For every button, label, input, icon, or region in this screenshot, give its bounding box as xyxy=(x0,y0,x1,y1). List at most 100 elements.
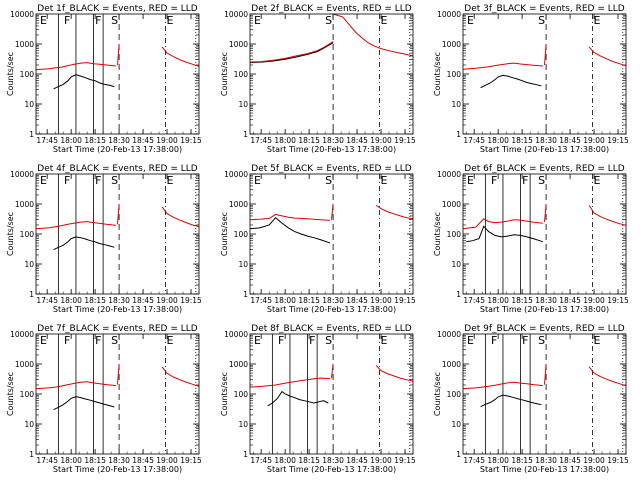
plot-frame xyxy=(249,333,414,455)
saa-start-marker: S xyxy=(325,334,332,347)
y-tick-label: 10000 xyxy=(437,10,461,19)
x-tick-label: 19:15 xyxy=(394,296,416,305)
y-tick-label: 100 xyxy=(234,390,249,399)
flare-marker: F xyxy=(522,174,528,187)
series-events-segment xyxy=(267,390,329,407)
x-tick-label: 19:00 xyxy=(370,296,392,305)
x-tick-label: 17:45 xyxy=(250,136,272,145)
x-tick-label: 18:00 xyxy=(60,296,82,305)
x-tick-label: 18:00 xyxy=(487,136,509,145)
y-tick-label: 1000 xyxy=(442,360,461,369)
x-tick-label: 19:00 xyxy=(370,456,392,465)
panel-det-8f: Det 8f_BLACK = Events, RED = LLD 1 10 100 10… xyxy=(220,324,416,474)
series-lld-segment xyxy=(463,381,543,390)
x-tick-label: 18:00 xyxy=(274,136,296,145)
x-tick-label: 19:00 xyxy=(156,136,178,145)
flare-marker: F xyxy=(64,14,70,27)
x-tick-label: 19:15 xyxy=(607,456,629,465)
x-tick-label: 17:45 xyxy=(250,296,272,305)
panel-title: Det 6f_BLACK = Events, RED = LLD xyxy=(464,164,624,174)
y-tick-label: 1000 xyxy=(15,200,34,209)
flare-marker: F xyxy=(309,334,315,347)
y-tick-label: 1 xyxy=(243,290,248,299)
y-tick-label: 10000 xyxy=(437,170,461,179)
series-lld-segment xyxy=(250,213,330,221)
plot-area xyxy=(36,334,199,454)
y-tick-label: 10000 xyxy=(224,330,248,339)
plot-area xyxy=(463,334,626,454)
y-axis-label: Counts/sec xyxy=(6,52,15,96)
y-tick-label: 10 xyxy=(24,260,34,269)
flare-marker: F xyxy=(491,174,497,187)
x-tick-label: 18:15 xyxy=(298,296,320,305)
y-tick-label: 100 xyxy=(447,230,462,239)
series-lld-segment xyxy=(331,203,334,220)
plot-frame xyxy=(35,333,200,455)
series-lld-segment xyxy=(250,41,334,63)
y-tick-label: 1 xyxy=(29,290,34,299)
y-tick-label: 10 xyxy=(238,420,248,429)
plot-area xyxy=(250,174,413,294)
y-tick-label: 1000 xyxy=(229,360,248,369)
series-lld-segment xyxy=(117,363,120,385)
x-tick-label: 19:15 xyxy=(180,296,202,305)
x-tick-label: 18:15 xyxy=(511,296,533,305)
series-lld-segment xyxy=(36,62,116,71)
flare-marker: F xyxy=(64,334,70,347)
saa-start-marker: S xyxy=(538,14,545,27)
plot-frame xyxy=(462,173,627,295)
y-tick-label: 10 xyxy=(451,420,461,429)
x-tick-label: 19:00 xyxy=(583,456,605,465)
x-tick-label: 17:45 xyxy=(36,456,58,465)
x-tick-label: 19:00 xyxy=(156,296,178,305)
y-tick-label: 1 xyxy=(456,130,461,139)
saa-end-marker: E xyxy=(166,14,173,27)
saa-start-marker: S xyxy=(538,334,545,347)
plot-area xyxy=(36,174,199,294)
plot-frame xyxy=(249,13,414,135)
y-tick-label: 10 xyxy=(238,100,248,109)
series-events-segment xyxy=(480,74,542,89)
x-tick-label: 17:45 xyxy=(36,136,58,145)
x-axis-label: Start Time (20-Feb-13 17:38:00) xyxy=(267,465,396,474)
x-tick-label: 18:45 xyxy=(559,136,581,145)
x-tick-label: 18:15 xyxy=(84,136,106,145)
series-events-segment xyxy=(466,225,544,243)
x-tick-label: 19:00 xyxy=(583,296,605,305)
panel-det-7f: Det 7f_BLACK = Events, RED = LLD 1 10 100 10… xyxy=(6,324,202,474)
x-tick-label: 18:30 xyxy=(322,296,344,305)
panel-title: Det 1f_BLACK = Events, RED = LLD xyxy=(37,4,197,14)
flare-marker: F xyxy=(95,334,101,347)
y-axis-label: Counts/sec xyxy=(433,372,442,416)
y-axis-label: Counts/sec xyxy=(6,212,15,256)
x-tick-label: 19:15 xyxy=(607,136,629,145)
y-tick-label: 100 xyxy=(20,230,35,239)
series-events-segment xyxy=(250,42,334,64)
saa-start-marker: S xyxy=(111,14,118,27)
x-tick-label: 18:30 xyxy=(108,456,130,465)
y-tick-label: 10000 xyxy=(437,330,461,339)
series-events-segment xyxy=(250,217,331,244)
y-tick-label: 100 xyxy=(447,70,462,79)
series-events-segment xyxy=(480,394,542,408)
plot-frame xyxy=(249,173,414,295)
plot-area xyxy=(463,14,626,134)
plot-area xyxy=(250,14,413,134)
series-events-segment xyxy=(53,74,115,90)
series-lld-segment xyxy=(588,205,626,226)
plot-area xyxy=(36,14,199,134)
x-tick-label: 18:30 xyxy=(322,456,344,465)
panel-title: Det 2f_BLACK = Events, RED = LLD xyxy=(251,4,411,14)
y-tick-label: 10 xyxy=(451,100,461,109)
x-tick-label: 18:15 xyxy=(511,456,533,465)
start-marker: E xyxy=(254,334,261,347)
panel-title: Det 7f_BLACK = Events, RED = LLD xyxy=(37,324,197,334)
series-lld-segment xyxy=(117,43,120,66)
x-tick-label: 18:15 xyxy=(298,456,320,465)
series-lld-segment xyxy=(544,363,547,385)
start-marker: E xyxy=(467,334,474,347)
x-axis-label: Start Time (20-Feb-13 17:38:00) xyxy=(480,465,609,474)
y-tick-label: 100 xyxy=(234,230,249,239)
y-axis-label: Counts/sec xyxy=(220,52,229,96)
y-tick-label: 1 xyxy=(456,290,461,299)
